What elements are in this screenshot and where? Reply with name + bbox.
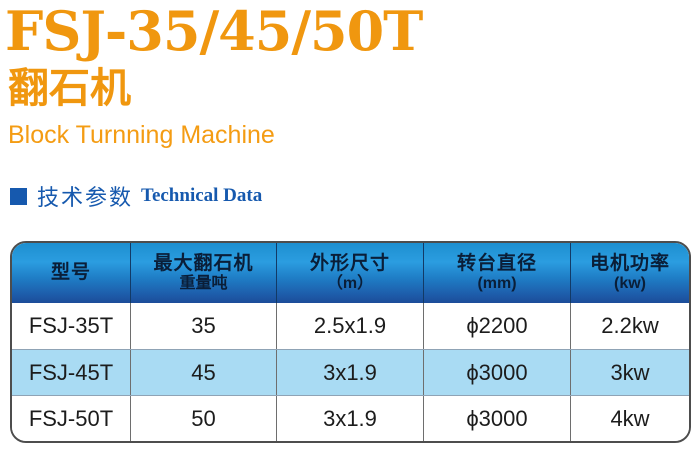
section-title-english: Technical Data	[141, 185, 263, 207]
column-header-label: 最大翻石机	[153, 252, 254, 274]
column-header-unit: (kw)	[614, 275, 646, 293]
cell-max-weight: 35	[131, 303, 277, 350]
cell-model: FSJ-50T	[12, 396, 131, 442]
column-header-motor-power: 电机功率 (kw)	[571, 243, 689, 303]
column-header-unit: （m）	[326, 275, 374, 293]
cell-turntable-diameter: ϕ3000	[424, 350, 571, 396]
cell-max-weight: 45	[131, 350, 277, 396]
table-row: FSJ-45T 45 3x1.9 ϕ3000 3kw	[12, 349, 689, 396]
cell-dimensions: 3x1.9	[277, 350, 424, 396]
cell-motor-power: 3kw	[610, 359, 650, 385]
column-header-label: 型号	[50, 262, 91, 284]
cell-model: FSJ-45T	[12, 350, 131, 396]
table-row: FSJ-35T 35 2.5x1.9 ϕ2200 2.2kw	[12, 303, 689, 350]
column-header-turntable-diameter: 转台直径 (mm)	[424, 243, 571, 304]
table-row: FSJ-50T 50 3x1.9 ϕ3000 4kw	[12, 395, 689, 442]
cell-model: FSJ-35T	[12, 303, 131, 350]
column-header-model: 型号	[12, 243, 131, 304]
cell-turntable-diameter: ϕ3000	[424, 396, 571, 442]
cell-dimensions: 2.5x1.9	[277, 303, 424, 350]
column-header-label: 外形尺寸	[309, 252, 390, 274]
square-bullet-icon	[10, 187, 27, 205]
cell-dimensions: 3x1.9	[277, 396, 424, 442]
column-header-unit: (mm)	[477, 275, 517, 293]
column-header-max-weight: 最大翻石机 重量吨	[131, 243, 277, 304]
cell-turntable-diameter: ϕ2200	[424, 303, 571, 350]
cell-max-weight: 50	[131, 396, 277, 442]
table-header-row: 型号 最大翻石机 重量吨 外形尺寸 （m） 转台直径 (mm) 电机功率 (kw…	[12, 243, 689, 304]
product-name-english: Block Turnning Machine	[8, 121, 275, 150]
column-header-unit: 重量吨	[179, 275, 228, 293]
product-name-chinese: 翻石机	[8, 65, 131, 112]
column-header-label: 电机功率	[589, 252, 670, 274]
column-header-dimensions: 外形尺寸 （m）	[277, 243, 424, 304]
technical-data-table: 型号 最大翻石机 重量吨 外形尺寸 （m） 转台直径 (mm) 电机功率 (kw…	[10, 241, 691, 444]
page-title: FSJ-35/45/50T	[5, 0, 423, 63]
column-header-label: 转台直径	[456, 252, 537, 274]
cell-motor-power: 4kw	[610, 405, 650, 431]
technical-data-heading: 技术参数 Technical Data	[10, 180, 700, 212]
section-title-chinese: 技术参数	[37, 185, 134, 211]
cell-motor-power: 2.2kw	[601, 313, 659, 339]
